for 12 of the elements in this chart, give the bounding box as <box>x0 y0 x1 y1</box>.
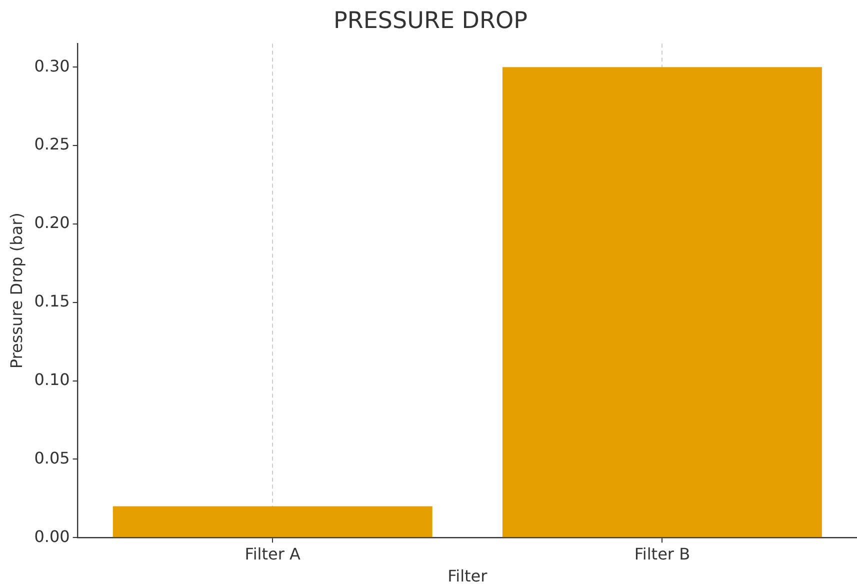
y-tick-label: 0.20 <box>34 213 70 232</box>
x-tick-label: Filter A <box>244 544 300 564</box>
y-tick-label: 0.25 <box>34 134 70 154</box>
y-axis-title: Pressure Drop (bar) <box>6 212 26 369</box>
y-tick-label: 0.15 <box>34 292 70 311</box>
y-tick-label: 0.10 <box>34 370 70 389</box>
y-tick-label: 0.30 <box>34 56 70 76</box>
x-axis-title: Filter <box>448 566 488 586</box>
chart-title: PRESSURE DROP <box>334 8 528 34</box>
y-tick-label: 0.05 <box>34 448 70 468</box>
x-tick-label: Filter B <box>634 544 690 564</box>
y-tick-label: 0.00 <box>34 526 70 546</box>
